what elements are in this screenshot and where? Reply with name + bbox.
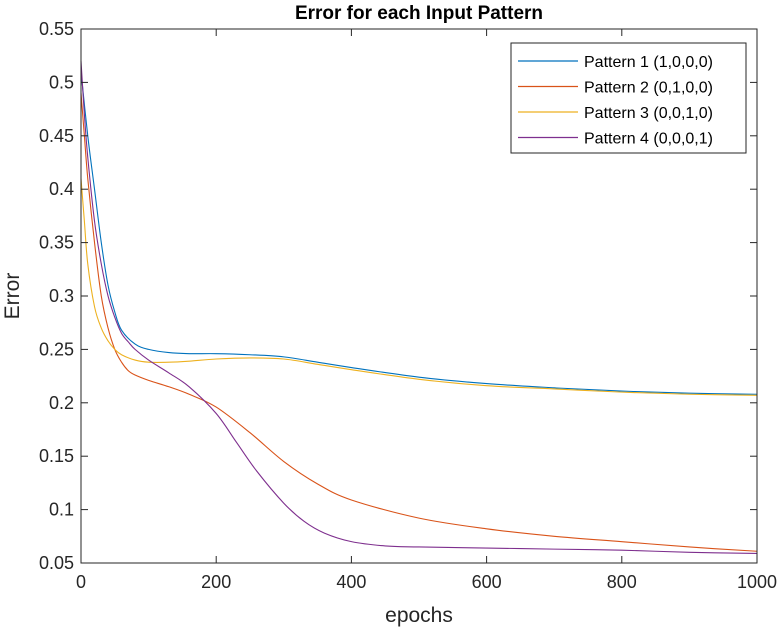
series-layer (80, 61, 758, 554)
series-line-pattern-3 (80, 178, 758, 396)
x-tick-label: 1000 (737, 572, 777, 592)
y-tick-label: 0.3 (49, 286, 74, 306)
x-tick-label: 400 (336, 572, 366, 592)
x-tick-label: 600 (472, 572, 502, 592)
legend-label: Pattern 4 (0,0,0,1) (584, 131, 713, 148)
y-axis: 0.05 0.1 0.15 0.2 0.25 0.3 0.35 0.4 0.45 0.5 0.55 (39, 19, 757, 573)
x-axis: 0 200 400 600 800 1000 (76, 29, 777, 592)
y-tick-label: 0.15 (39, 446, 74, 466)
x-tick-label: 200 (201, 572, 231, 592)
y-tick-label: 0.1 (49, 500, 74, 520)
y-axis-label: Error (1, 273, 24, 320)
legend-label: Pattern 3 (0,0,1,0) (584, 105, 713, 122)
chart-title: Error for each Input Pattern (295, 3, 543, 24)
y-tick-label: 0.4 (49, 179, 74, 199)
series-line-pattern-2 (80, 93, 758, 552)
y-tick-label: 0.55 (39, 19, 74, 39)
y-tick-label: 0.2 (49, 393, 74, 413)
y-tick-label: 0.05 (39, 553, 74, 573)
x-axis-label: epochs (385, 604, 453, 627)
legend-label: Pattern 1 (1,0,0,0) (584, 54, 713, 71)
legend-label: Pattern 2 (0,1,0,0) (584, 80, 713, 97)
y-tick-label: 0.45 (39, 126, 74, 146)
x-tick-label: 800 (607, 572, 637, 592)
series-line-pattern-1 (80, 71, 758, 395)
legend: Pattern 1 (1,0,0,0) Pattern 2 (0,1,0,0) Pa… (510, 42, 747, 154)
series-line-pattern-4 (80, 61, 758, 554)
y-tick-label: 0.25 (39, 339, 74, 359)
y-tick-label: 0.5 (49, 72, 74, 92)
y-tick-label: 0.35 (39, 233, 74, 253)
x-tick-label: 0 (76, 572, 86, 592)
